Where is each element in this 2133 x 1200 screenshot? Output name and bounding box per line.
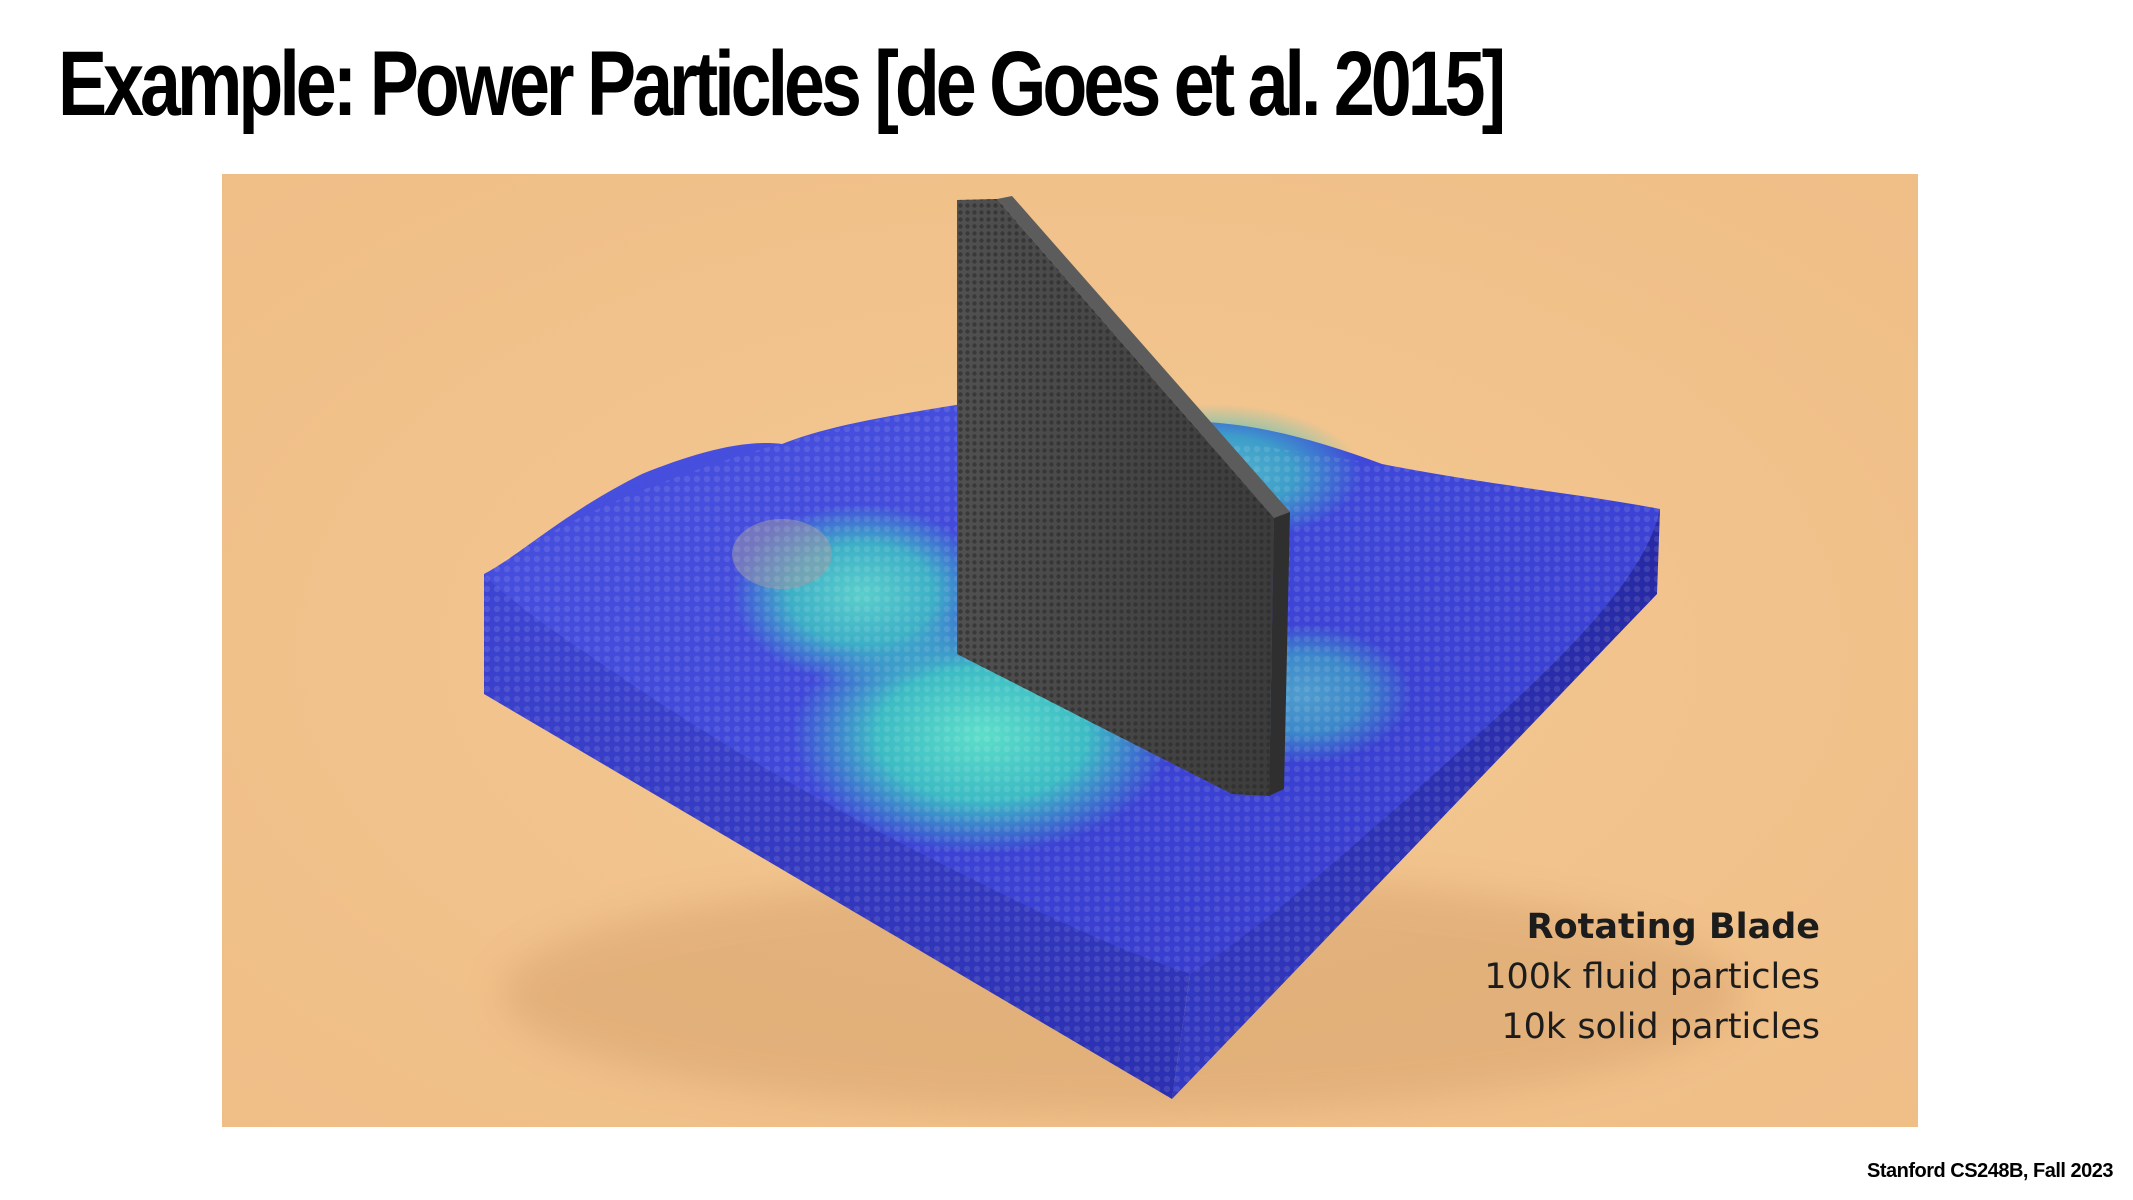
fluid-simulation-render [222,174,1918,1127]
simulation-image: Rotating Blade 100k fluid particles 10k … [222,174,1918,1127]
blade-particle-texture [957,199,1274,796]
blade-side-edge [1269,512,1290,796]
figure-caption: Rotating Blade 100k fluid particles 10k … [1484,902,1820,1052]
caption-line-fluid: 100k fluid particles [1484,957,1820,997]
caption-title: Rotating Blade [1526,907,1820,947]
course-footer: Stanford CS248B, Fall 2023 [1867,1160,2113,1182]
particle-texture [484,404,1660,1099]
blade-top-edge [997,196,1290,518]
caption-line-solid: 10k solid particles [1501,1007,1820,1047]
slide-title: Example: Power Particles [de Goes et al.… [58,33,1506,135]
